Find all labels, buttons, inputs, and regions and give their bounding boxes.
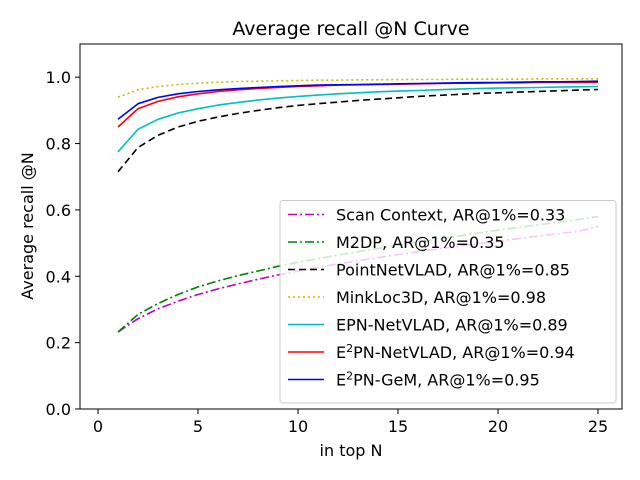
- series-line-e2pn-gem-ar-1-0-95: [117, 80, 599, 120]
- y-tick-label: 0.0: [46, 400, 71, 419]
- x-tick-label: 0: [93, 417, 103, 436]
- series-line-minkloc3d-ar-1-0-98: [117, 78, 598, 98]
- series-line-e2pn-netvlad-ar-1-0-94: [117, 81, 599, 128]
- x-axis-label: in top N: [320, 441, 383, 460]
- legend-label-pointnetvlad-ar-1-0-85: PointNetVLAD, AR@1%=0.85: [336, 261, 570, 280]
- y-tick-label: 1.0: [46, 68, 71, 87]
- series-line-epn-netvlad-ar-1-0-89: [117, 85, 599, 153]
- x-tick-label: 25: [588, 417, 608, 436]
- legend-label-m2dp-ar-1-0-35: M2DP, AR@1%=0.35: [336, 233, 505, 252]
- x-tick-label: 10: [288, 417, 308, 436]
- legend-box: [279, 200, 617, 404]
- y-tick-label: 0.6: [46, 201, 71, 220]
- x-axis-ticks: 0 5 10 15 20 25: [93, 409, 608, 436]
- chart-title: Average recall @N Curve: [232, 18, 469, 40]
- y-tick-label: 0.8: [46, 135, 71, 154]
- legend-label-scan-context-ar-1-0-33: Scan Context, AR@1%=0.33: [336, 206, 565, 225]
- series-line-pointnetvlad-ar-1-0-85: [117, 88, 599, 173]
- legend-label-minkloc3d-ar-1-0-98: MinkLoc3D, AR@1%=0.98: [336, 288, 546, 307]
- y-axis-ticks: 0.0 0.2 0.4 0.6 0.8 1.0: [46, 68, 80, 419]
- legend: Scan Context, AR@1%=0.33 M2DP, AR@1%=0.35…: [279, 200, 617, 404]
- y-tick-label: 0.2: [46, 334, 71, 353]
- legend-label-epn-netvlad-ar-1-0-89: EPN-NetVLAD, AR@1%=0.89: [336, 316, 568, 335]
- y-axis-label: Average recall @N: [18, 152, 37, 299]
- x-tick-label: 15: [388, 417, 408, 436]
- x-tick-label: 5: [193, 417, 203, 436]
- legend-label-e2pn-netvlad-ar-1-0-94: E2PN-NetVLAD, AR@1%=0.94: [336, 342, 575, 362]
- plot-frame: [79, 43, 623, 410]
- legend-label-e2pn-gem-ar-1-0-95: E2PN-GeM, AR@1%=0.95: [336, 370, 540, 390]
- y-tick-label: 0.4: [46, 267, 71, 286]
- x-tick-label: 20: [488, 417, 508, 436]
